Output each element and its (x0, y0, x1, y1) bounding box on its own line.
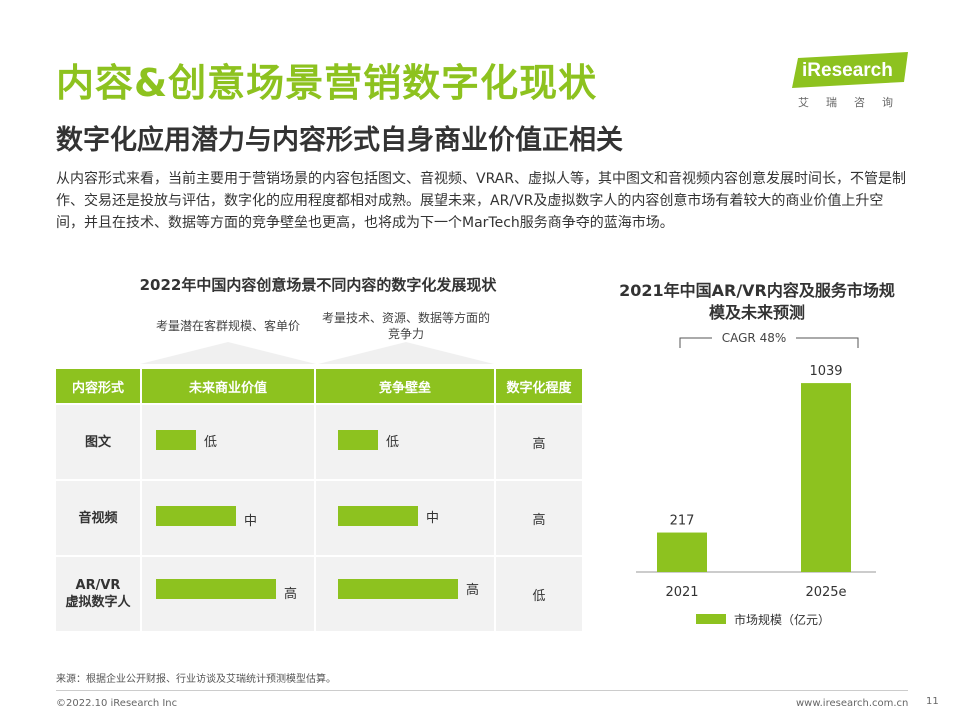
table-header: 内容形式 未来商业价值 竞争壁垒 数字化程度 (56, 369, 582, 403)
header-form: 内容形式 (56, 369, 140, 403)
cagr-label-bg (712, 328, 796, 348)
callout-value-note: 考量潜在客群规模、客单价 (155, 319, 300, 333)
table-row: 音视频 中 中 高 (56, 481, 582, 555)
cell-value: 高 (142, 557, 314, 631)
table-title: 2022年中国内容创意场景不同内容的数字化发展现状 (139, 276, 497, 294)
cell-value: 中 (142, 481, 314, 555)
description-paragraph: 从内容形式来看，当前主要用于营销场景的内容包括图文、音视频、VRAR、虚拟人等，… (56, 171, 907, 231)
x-tick-label: 2025e (805, 585, 846, 600)
cell-value: 低 (142, 405, 314, 479)
barrier-bar (338, 506, 418, 526)
iresearch-logo: iResearch 艾瑞咨询 (792, 52, 916, 109)
barrier-level: 中 (426, 511, 440, 526)
cell-digital: 高 (496, 481, 582, 555)
value-bar (156, 579, 276, 599)
bar-value-label: 1039 (809, 364, 842, 379)
cell-digital: 高 (496, 405, 582, 479)
x-tick-label: 2021 (665, 585, 698, 600)
callout-value-pointer (140, 342, 316, 364)
footer-divider (56, 690, 908, 691)
cell-barrier: 低 (316, 405, 494, 479)
cagr-label: CAGR 48% (722, 331, 787, 345)
value-bar (156, 430, 196, 450)
cell-digital: 低 (496, 557, 582, 631)
table-row: 图文 低 低 高 (56, 405, 582, 479)
chart-title: 2021年中国AR/VR内容及服务市场规模及未来预测 (619, 281, 895, 322)
bar-group: 217 2021 1039 2025e (657, 364, 851, 600)
callout-barrier-note: 考量技术、资源、数据等方面的竞争力 (321, 311, 490, 341)
copyright: ©2022.10 iResearch Inc (56, 698, 178, 709)
value-level: 低 (204, 435, 218, 450)
barrier-bar (338, 579, 458, 599)
barrier-level: 低 (386, 435, 400, 450)
market-size-chart: CAGR 48% 217 2021 1039 2025e 市场规模（亿元） (636, 328, 876, 627)
cell-barrier: 中 (316, 481, 494, 555)
barrier-bar (338, 430, 378, 450)
logo-shape (792, 52, 908, 88)
cell-form: 音视频 (56, 481, 140, 555)
page-number: 11 (926, 696, 939, 707)
page-subtitle: 数字化应用潜力与内容形式自身商业价值正相关 (56, 125, 623, 156)
barrier-level: 高 (466, 583, 480, 598)
legend-label: 市场规模（亿元） (734, 612, 830, 627)
page-title: 内容&创意场景营销数字化现状 (56, 61, 598, 105)
source-note: 来源：根据企业公开财报、行业访谈及艾瑞统计预测模型估算。 (56, 674, 336, 685)
header-barrier: 竞争壁垒 (316, 369, 494, 403)
header-value: 未来商业价值 (142, 369, 314, 403)
value-bar (156, 506, 236, 526)
value-level: 高 (284, 587, 298, 602)
logo-wordmark: iResearch (802, 60, 893, 81)
callout-barrier-pointer (318, 342, 494, 364)
legend-swatch (696, 614, 726, 624)
cell-form: AR/VR 虚拟数字人 (56, 557, 140, 631)
bar-2025e (801, 383, 851, 572)
table-row: AR/VR 虚拟数字人 高 高 低 (56, 557, 582, 631)
header-digital: 数字化程度 (496, 369, 582, 403)
logo-chinese: 艾瑞咨询 (798, 96, 910, 109)
bar-2021 (657, 532, 707, 572)
bar-value-label: 217 (670, 514, 695, 529)
value-level: 中 (244, 514, 258, 529)
cell-barrier: 高 (316, 557, 494, 631)
website-url: www.iresearch.com.cn (796, 698, 909, 709)
cell-form: 图文 (56, 405, 140, 479)
